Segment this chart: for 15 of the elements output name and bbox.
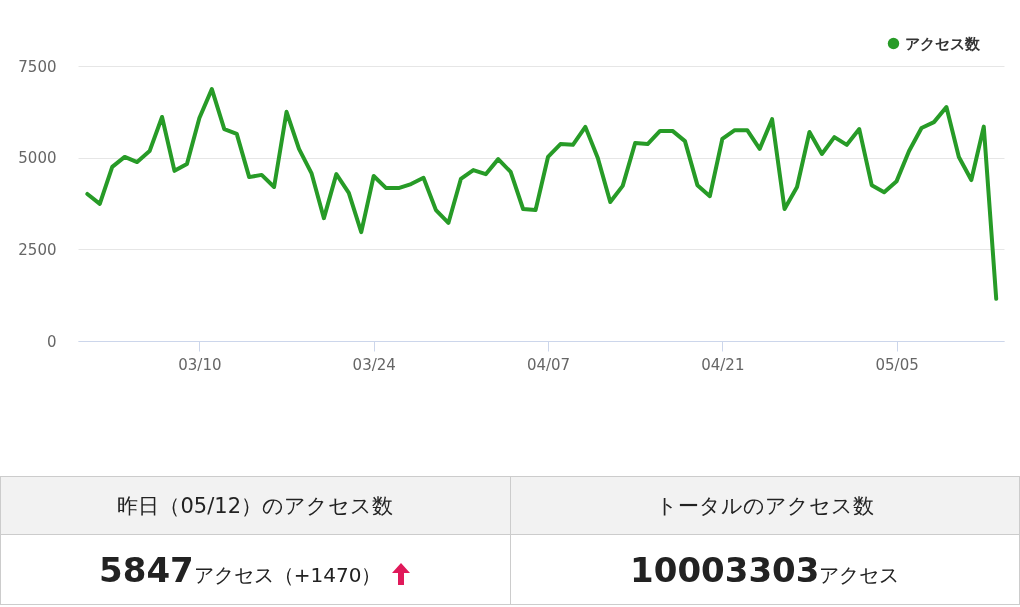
y-tick-label: 2500 [18,240,57,259]
text: 10003303アクセス [510,534,1020,605]
x-tick-label: 04/07 [526,355,571,374]
text: 5847アクセス（+1470） [0,534,510,605]
text: 昨日（05/12）のアクセス数 [0,476,510,535]
line-series [85,87,999,301]
legend-label: アクセス数 [905,34,981,53]
text: トータルのアクセス数 [510,476,1020,535]
x-tick-label: 03/24 [352,355,396,374]
x-tick-label: 05/05 [875,355,919,374]
x-tick-label: 04/21 [701,355,745,374]
y-tick-label: 5000 [18,149,57,168]
y-tick-label: 7500 [18,57,57,76]
x-tick-label: 03/10 [178,355,222,374]
y-tick-label: 0 [46,332,57,351]
